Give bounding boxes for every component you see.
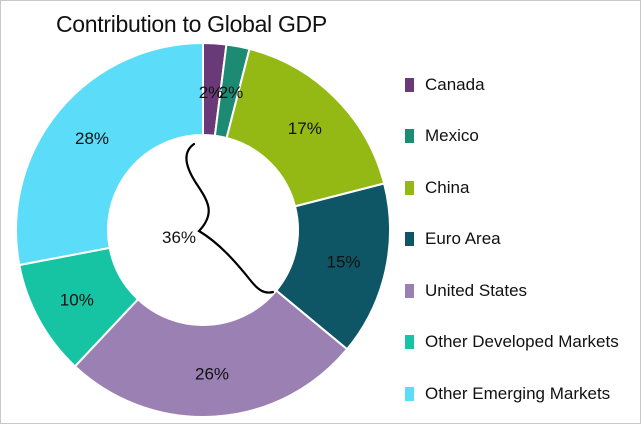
legend-label: Euro Area	[425, 229, 501, 249]
legend-item-mexico: Mexico	[405, 111, 619, 163]
legend-label: Other Emerging Markets	[425, 383, 611, 403]
legend-label: Other Developed Markets	[425, 332, 619, 352]
slice-united-states	[73, 289, 349, 418]
legend-swatch	[405, 335, 414, 350]
annotation-label: 36%	[162, 228, 196, 247]
legend-item-canada: Canada	[405, 59, 619, 111]
slice-label-canada: 2%	[199, 83, 224, 102]
slice-label-other-emerging-markets: 28%	[75, 129, 109, 148]
legend: Canada Mexico China Euro Area United States O…	[405, 59, 619, 420]
slice-label-mexico: 2%	[219, 83, 244, 102]
legend-label: United States	[425, 280, 528, 300]
legend-swatch	[405, 386, 414, 401]
legend-item-other-developed-markets: Other Developed Markets	[405, 317, 619, 369]
legend-label: Canada	[425, 74, 485, 94]
legend-item-other-emerging-markets: Other Emerging Markets	[405, 368, 619, 420]
annotation-brace	[185, 142, 275, 294]
legend-swatch	[405, 129, 414, 144]
slice-label-china: 17%	[288, 119, 322, 138]
legend-item-euro-area: Euro Area	[405, 214, 619, 266]
legend-swatch	[405, 283, 414, 298]
legend-swatch	[405, 77, 414, 92]
legend-label: China	[425, 177, 470, 197]
chart-title: Contribution to Global GDP	[56, 11, 327, 37]
slice-label-other-developed-markets: 10%	[60, 290, 94, 309]
legend-swatch	[405, 232, 414, 247]
slice-label-united-states: 26%	[195, 365, 229, 384]
slice-other-emerging-markets	[15, 41, 204, 267]
slice-label-euro-area: 15%	[327, 252, 361, 271]
slice-china	[225, 47, 386, 208]
legend-swatch	[405, 180, 414, 195]
legend-item-china: China	[405, 162, 619, 214]
legend-label: Mexico	[425, 126, 479, 146]
legend-item-united-states: United States	[405, 265, 619, 317]
